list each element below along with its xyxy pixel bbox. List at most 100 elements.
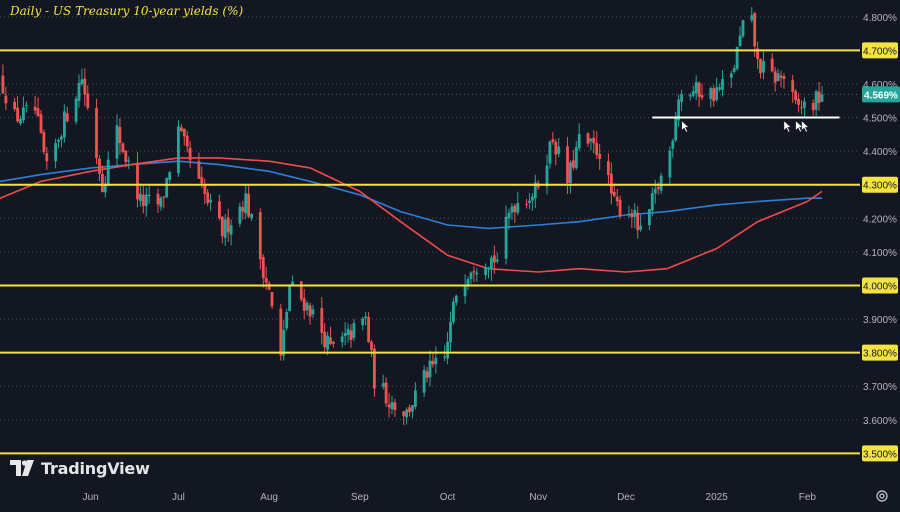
candle-body: [557, 146, 561, 154]
candle-body: [340, 336, 344, 343]
candle-body: [384, 382, 388, 404]
candle-body: [311, 309, 315, 315]
candle-body: [639, 225, 642, 230]
candle-body: [507, 212, 511, 219]
candle-body: [545, 165, 549, 187]
candle-body: [141, 194, 145, 206]
y-axis[interactable]: 4.800% 4.700% 4.600% 4.500% 4.400% 4.300% 4.20…: [860, 0, 900, 507]
horizontal-levels[interactable]: [0, 49, 860, 455]
candle-body: [595, 142, 599, 155]
candle-body: [264, 278, 268, 283]
candle-body: [472, 271, 476, 273]
candle-body: [13, 101, 16, 110]
x-tick-label: Feb: [799, 492, 817, 503]
candle-body: [244, 193, 248, 214]
level-label-badge: [862, 42, 898, 59]
candle-body: [571, 160, 575, 168]
candle-body: [791, 80, 795, 92]
candle-body: [168, 172, 172, 180]
y-tick-label: 4.800%: [863, 13, 897, 24]
candle-body: [729, 73, 733, 78]
candle-body: [668, 150, 672, 178]
x-tick-label: Jun: [83, 492, 99, 503]
candle-body: [241, 207, 245, 212]
current-value-badge: [862, 86, 900, 103]
candle-body: [36, 108, 40, 117]
candle-body: [16, 107, 19, 122]
candle-body: [680, 94, 683, 102]
candle-body: [63, 111, 66, 138]
candle-body: [586, 133, 590, 144]
candle-body: [688, 95, 692, 97]
candle-body: [513, 205, 517, 213]
candle-body: [551, 139, 555, 142]
candle-body: [291, 281, 294, 285]
candle-body: [691, 91, 695, 96]
candle-body: [54, 143, 57, 162]
candle-body: [270, 291, 274, 307]
support-line-group[interactable]: [652, 116, 840, 133]
candle-body: [449, 321, 452, 343]
candle-body: [144, 194, 148, 206]
candle-body: [753, 13, 757, 47]
candle-body: [490, 257, 493, 270]
candle-body: [373, 348, 376, 389]
candle-body: [709, 88, 713, 99]
candle-body: [238, 206, 242, 224]
candle-body: [165, 178, 169, 198]
candle-body: [106, 159, 110, 186]
candle-body: [454, 295, 458, 303]
candle-body: [329, 337, 332, 344]
gear-icon[interactable]: [875, 489, 889, 503]
candle-body: [405, 409, 408, 418]
candle-body: [86, 93, 90, 108]
candle-body: [797, 98, 800, 105]
y-tick-label: 3.900%: [863, 315, 897, 326]
level-label: 4.300%: [863, 181, 897, 192]
y-tick-label: 3.600%: [863, 416, 897, 427]
candle-body: [156, 193, 160, 205]
candle-body: [659, 175, 663, 191]
candle-body: [288, 284, 291, 311]
candle-body: [98, 158, 101, 174]
candle-body: [718, 87, 721, 90]
candle-body: [656, 186, 660, 189]
candle-body: [39, 114, 43, 133]
candle-body: [103, 183, 107, 193]
candle-body: [57, 139, 60, 142]
candle-body: [484, 267, 487, 275]
candle-body: [42, 132, 46, 153]
candle-body: [121, 143, 125, 153]
candle-body: [750, 15, 754, 21]
candle-body: [674, 118, 678, 141]
candle-body: [323, 331, 327, 348]
candle-body: [592, 137, 596, 144]
candle-body: [346, 328, 350, 335]
candle-body: [422, 370, 426, 393]
candle-body: [434, 357, 438, 365]
y-tick-label: 4.100%: [863, 248, 897, 259]
candle-body: [653, 188, 657, 194]
candle-body: [516, 203, 520, 213]
candle-body: [487, 267, 490, 269]
candle-body: [443, 356, 446, 358]
x-tick-label: 2025: [706, 492, 729, 503]
candle-body: [247, 193, 250, 217]
candle-body: [282, 329, 286, 356]
candle-body: [226, 217, 230, 233]
candle-body: [185, 135, 189, 147]
y-axis-panel: [860, 0, 900, 507]
brand-logo[interactable]: TradingView: [9, 458, 150, 478]
candle-body: [428, 360, 432, 378]
candle-body: [200, 177, 204, 184]
x-tick-label: Jul: [172, 492, 185, 503]
candle-body: [308, 305, 312, 317]
candle-body: [124, 150, 128, 162]
candle-body: [633, 210, 637, 217]
candle-body: [159, 197, 163, 207]
candle-body: [65, 113, 69, 122]
x-axis[interactable]: Jun Jul Aug Sep Oct Nov Dec 2025 Feb: [83, 492, 817, 503]
